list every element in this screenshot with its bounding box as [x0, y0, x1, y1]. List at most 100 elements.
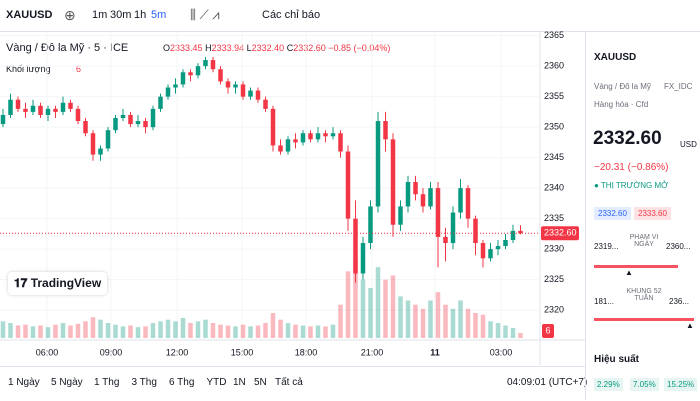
range-button[interactable]: Tất cả [275, 377, 303, 388]
volume-bar [360, 279, 366, 338]
ask: 2333.60 [634, 207, 671, 220]
candle-body [90, 133, 96, 155]
volume-bar [90, 317, 96, 338]
volume-bar [68, 325, 73, 338]
volume-bar [458, 300, 463, 338]
candle-body [270, 108, 276, 146]
candle-body [383, 121, 388, 140]
range-button[interactable]: 6 Thg [169, 377, 195, 388]
x-tick-label: 21:00 [361, 347, 384, 357]
x-tick-label: 15:00 [231, 347, 254, 357]
range-button[interactable]: YTD [206, 377, 227, 388]
volume-bar [353, 258, 358, 338]
side-symbol: XAUUSD [594, 52, 637, 63]
volume-bar [0, 321, 6, 338]
compare-button[interactable]: ⊕ [64, 7, 76, 23]
candle-body [300, 133, 306, 143]
candle-body [158, 96, 163, 109]
candle-body [120, 114, 126, 118]
candle-body [495, 246, 501, 250]
volume-bar [173, 321, 178, 338]
candle-body [285, 139, 291, 152]
candle-body [338, 133, 343, 152]
y-tick-label: 2340 [544, 183, 564, 193]
candle-body [480, 243, 486, 259]
day-range-bar [594, 265, 678, 268]
side-change: −20.31 (−0.86%) [594, 162, 669, 173]
candle-body [143, 121, 148, 128]
volume-bar [75, 323, 81, 338]
perf-value: 15.25% [664, 378, 698, 391]
volume-bar [225, 325, 231, 338]
interval-active[interactable]: 5m [151, 9, 167, 21]
range-button[interactable]: 1N [233, 377, 246, 388]
symbol-search[interactable]: XAUUSD [6, 9, 53, 21]
y-tick-label: 2355 [544, 91, 564, 101]
candle-body [323, 133, 328, 137]
volume-bar [278, 319, 283, 338]
candle-body [360, 243, 366, 274]
candle-body [210, 60, 216, 70]
volume-legend: Khối lượng [6, 64, 51, 74]
candle-body [128, 114, 133, 125]
ohlc-value: 2332.60 [293, 43, 326, 53]
candle-body [68, 102, 73, 109]
range-button[interactable]: 5 Ngày [51, 377, 83, 388]
bottom-bar: 1 Ngày 5 Ngày 1 Thg 3 Thg 6 Thg YTD 1N 5N Tất cả [0, 366, 585, 401]
interval[interactable]: 30m [110, 9, 132, 21]
volume-bar [435, 292, 441, 338]
day-high: 2360... [666, 242, 691, 251]
sidebar: XAUUSD Vàng / Đô la Mỹ FX_IDC Hàng hóa ·… [585, 32, 700, 400]
interval[interactable]: 1h [134, 9, 147, 21]
volume-bar [375, 267, 381, 338]
volume-bar [488, 321, 493, 338]
week52-label: KHUNG 52 TUẦN [626, 288, 662, 302]
volume-bar [195, 321, 201, 338]
chart: 2320 2325 2330 2335 2340 2345 2350 2355 2360 2365… [0, 30, 585, 365]
side-currency: USD [680, 140, 697, 149]
logo-text: TradingView [30, 276, 102, 290]
side-status: ● THỊ TRƯỜNG MỞ [594, 181, 668, 190]
volume-bar [255, 325, 261, 338]
candle-body [0, 114, 6, 125]
price-tag [541, 226, 579, 241]
candle-body [188, 72, 193, 76]
candle-body [8, 99, 13, 115]
candle-body [173, 84, 178, 88]
volume-bar [53, 324, 58, 338]
range-button[interactable]: 5N [254, 377, 267, 388]
week52-bar [594, 318, 694, 321]
candle-body [248, 90, 253, 97]
volume-bar [503, 325, 508, 338]
candle-body [420, 194, 426, 207]
candle-body [150, 108, 156, 128]
range-button[interactable]: 1 Ngày [8, 377, 40, 388]
volume-bar [263, 323, 268, 338]
candle-body [330, 133, 336, 137]
volume-bar [405, 300, 411, 338]
volume-bar [8, 323, 13, 338]
range-button[interactable]: 3 Thg [131, 377, 157, 388]
candle-body [435, 188, 441, 237]
volume-bar [383, 279, 388, 338]
range-button[interactable]: 1 Thg [94, 377, 120, 388]
candle-body [443, 236, 448, 244]
legend-title: Vàng / Đô la Mỹ · 5 · ICE [6, 42, 129, 54]
y-tick-label: 2350 [544, 122, 564, 132]
chart-type-icons[interactable]: ⫼ ⟋ ⩘ [190, 7, 220, 22]
candle-body [135, 121, 141, 125]
week52-low: 181... [594, 297, 615, 306]
volume-bar [60, 323, 66, 338]
perf-value: 7.05% [630, 378, 659, 391]
candle-body [255, 90, 261, 100]
interval[interactable]: 1m [92, 9, 108, 21]
toolbar [0, 0, 700, 32]
indicators-button[interactable]: Các chỉ báo [262, 9, 321, 21]
tradingview-logo[interactable]: 𝟏𝟕 TradingView [8, 272, 108, 295]
volume-bar [450, 308, 456, 338]
volume-bar [23, 324, 28, 338]
candle-body [465, 188, 471, 219]
volume-tag [542, 324, 554, 338]
candle-body [233, 84, 238, 88]
